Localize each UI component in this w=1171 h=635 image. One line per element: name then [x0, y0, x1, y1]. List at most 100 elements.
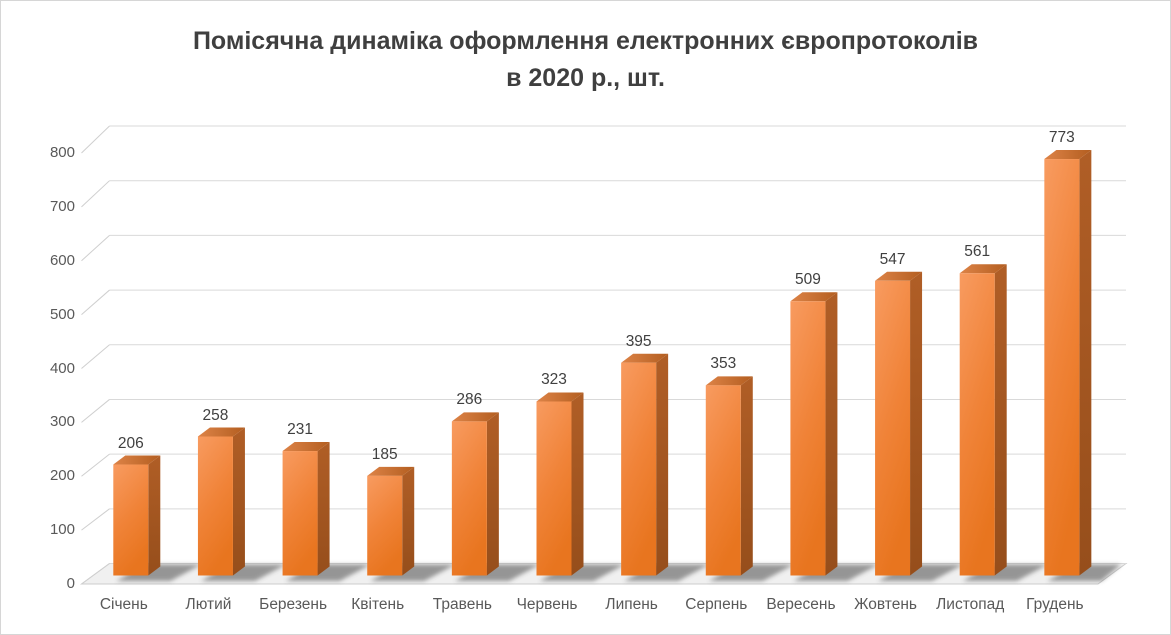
bar-side-face[interactable]	[317, 442, 330, 576]
bar-value-label: 286	[456, 391, 483, 409]
x-axis-label: Вересень	[766, 596, 836, 613]
bar-front-face[interactable]	[621, 362, 657, 576]
bar-shadow	[962, 564, 1048, 581]
bar-front-face[interactable]	[1044, 159, 1080, 576]
x-axis-label: Грудень	[1026, 596, 1084, 613]
bar-shadow	[708, 564, 794, 581]
bar-front-face[interactable]	[282, 451, 318, 576]
bar-top-face[interactable]	[1044, 150, 1092, 160]
bar-side-face[interactable]	[232, 427, 245, 576]
bar-6[interactable]	[536, 392, 584, 576]
bar-top-face[interactable]	[959, 264, 1007, 274]
bar-value-label: 509	[794, 271, 821, 289]
bar-front-face[interactable]	[113, 464, 149, 576]
x-axis-label: Квітень	[351, 596, 405, 613]
bar-front-face[interactable]	[367, 475, 403, 576]
bar-side-face[interactable]	[1079, 150, 1092, 576]
gridline-depth-segment	[81, 453, 110, 477]
bar-side-face[interactable]	[486, 412, 499, 576]
bar-top-face[interactable]	[536, 392, 584, 402]
bar-front-face[interactable]	[197, 436, 233, 576]
bar-top-face[interactable]	[282, 442, 330, 452]
bar-top-face[interactable]	[113, 455, 161, 465]
bar-1[interactable]	[113, 455, 161, 576]
bar-top-face[interactable]	[790, 292, 838, 302]
bar-side-face[interactable]	[740, 376, 753, 576]
bar-shadows	[116, 564, 1121, 581]
y-axis-tick-label: 500	[49, 305, 75, 323]
chart-title-line2: в 2020 р., шт.	[506, 64, 665, 92]
bar-value-label: 323	[541, 371, 567, 389]
bar-4[interactable]	[367, 466, 415, 576]
gridline-depth-segment	[81, 563, 110, 585]
bar-top-face[interactable]	[451, 412, 499, 422]
y-axis-tick-label: 600	[49, 251, 75, 269]
x-axis-label: Січень	[99, 596, 148, 613]
x-axis-label: Жовтень	[854, 596, 917, 613]
gridline-depth-segment	[81, 344, 110, 369]
gridline-depth-segment	[81, 508, 110, 531]
bar-2[interactable]	[197, 427, 245, 576]
bar-side-face[interactable]	[994, 264, 1007, 576]
gridline-depth-segment	[81, 180, 110, 208]
y-axis-tick-label: 400	[49, 359, 75, 377]
gridline-depth-segment	[81, 289, 110, 316]
bar-side-face[interactable]	[910, 271, 923, 576]
bar-value-label: 231	[287, 421, 314, 439]
bar-front-face[interactable]	[536, 401, 572, 576]
x-axis-label: Лютий	[185, 596, 232, 613]
bar-front-face[interactable]	[705, 385, 741, 576]
x-axis-label: Серпень	[685, 596, 748, 613]
bar-side-face[interactable]	[402, 466, 415, 576]
bar-shadow	[624, 564, 710, 581]
bar-side-face[interactable]	[571, 392, 584, 576]
chart-title: Помісячна динаміка оформлення електронни…	[1, 23, 1170, 97]
bar-value-label: 547	[879, 250, 906, 268]
bar-value-label: 185	[371, 445, 398, 463]
bar-top-face[interactable]	[705, 376, 753, 386]
y-axis-tick-label: 200	[49, 467, 75, 485]
bar-side-face[interactable]	[825, 292, 838, 576]
bar-front-face[interactable]	[451, 421, 487, 576]
bar-9[interactable]	[790, 292, 838, 576]
gridline-depth-segment	[81, 399, 110, 423]
bar-side-face[interactable]	[656, 353, 669, 576]
bar-top-face[interactable]	[875, 271, 923, 281]
bar-side-face[interactable]	[148, 455, 161, 576]
bar-11[interactable]	[959, 264, 1007, 576]
bar-8[interactable]	[705, 376, 753, 576]
bar-shadow	[539, 564, 625, 581]
bar-value-label: 561	[964, 243, 991, 261]
bar-7[interactable]	[621, 353, 669, 576]
bar-3[interactable]	[282, 442, 330, 576]
bar-12[interactable]	[1044, 150, 1092, 576]
bar-top-face[interactable]	[621, 353, 669, 363]
x-axis-label: Березень	[259, 596, 328, 613]
y-axis-tick-label: 100	[49, 521, 75, 539]
y-axis-tick-label: 300	[49, 413, 75, 431]
x-axis-label: Листопад	[936, 596, 1005, 613]
x-axis-label: Липень	[605, 596, 658, 613]
bar-shadow	[200, 564, 286, 581]
bar-shadow	[454, 564, 540, 581]
y-axis-tick-label: 800	[49, 144, 75, 161]
bar-front-face[interactable]	[875, 280, 911, 576]
bar-shadow	[370, 564, 456, 581]
bar-value-label: 773	[1048, 129, 1075, 147]
bar-shadow	[878, 564, 964, 581]
bar-shadow	[285, 564, 371, 581]
bar-top-face[interactable]	[367, 466, 415, 476]
bar-10[interactable]	[875, 271, 923, 576]
bar-front-face[interactable]	[959, 273, 995, 576]
x-axis-label: Червень	[516, 596, 578, 613]
bar-value-label: 395	[625, 332, 652, 350]
bar-value-label: 258	[202, 406, 229, 424]
bar-front-face[interactable]	[790, 301, 826, 576]
bar-5[interactable]	[451, 412, 499, 576]
x-axis-label: Травень	[432, 596, 492, 613]
bar-top-face[interactable]	[197, 427, 245, 437]
bar-shadow	[793, 564, 879, 581]
bar-value-label: 353	[710, 355, 737, 373]
